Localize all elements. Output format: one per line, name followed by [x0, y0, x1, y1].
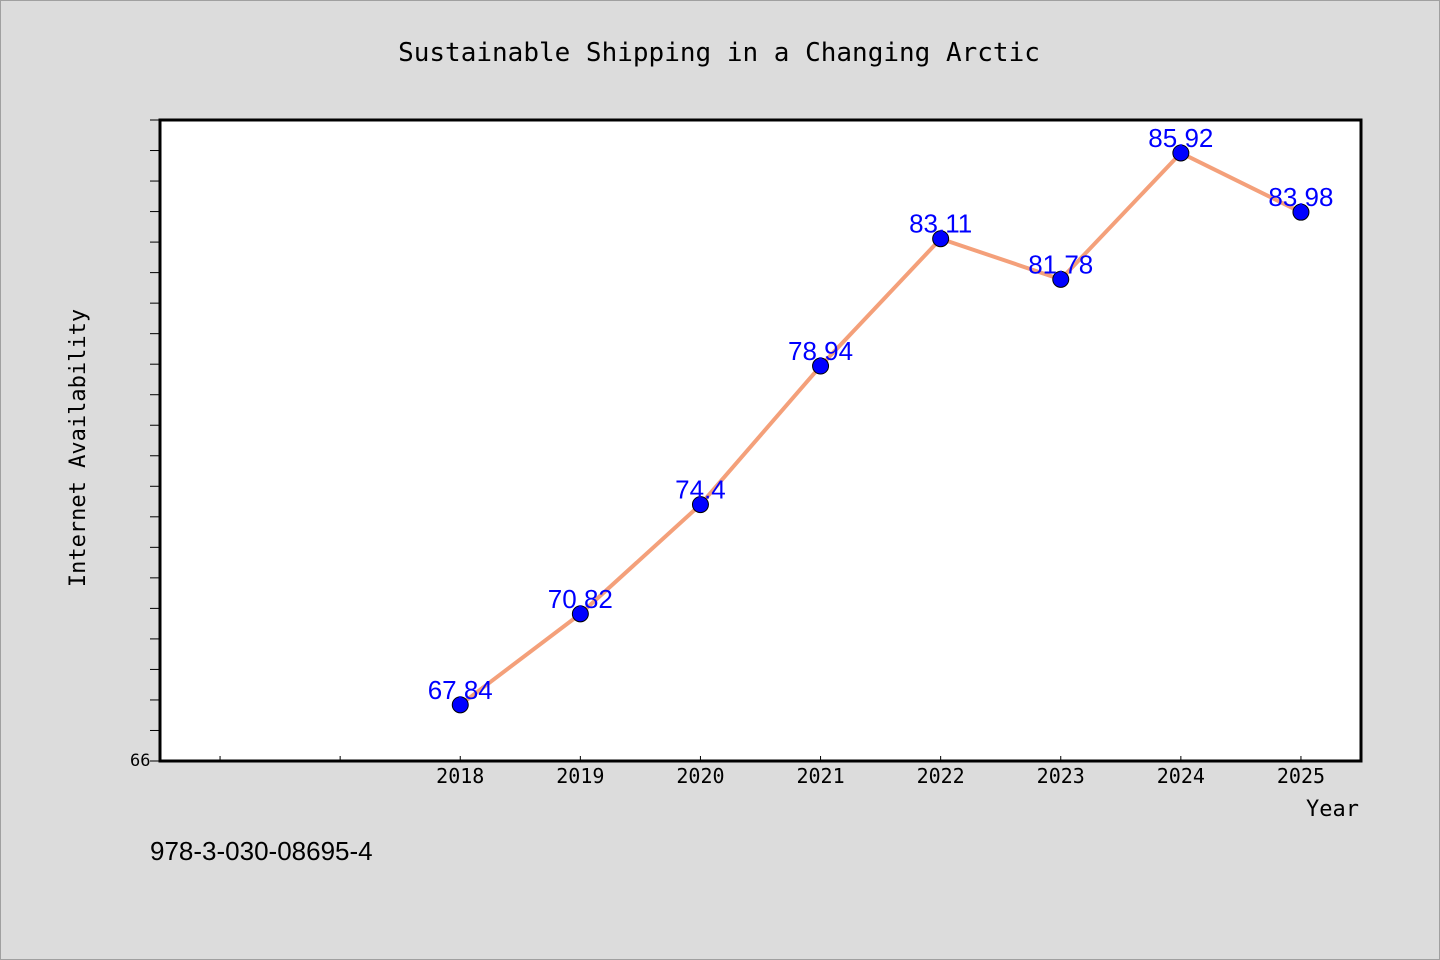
- series-group: 67.84 70.82 74.4 78.94 83.11 81.78 85.92 83.98: [428, 123, 1333, 714]
- data-label: 70.82: [548, 584, 613, 614]
- data-label: 83.98: [1268, 182, 1333, 212]
- data-label: 67.84: [428, 675, 493, 705]
- x-tick-label: 2025: [1277, 764, 1325, 788]
- data-label: 83.11: [909, 209, 972, 239]
- y-axis-ticks: [150, 119, 160, 762]
- data-point: [1172, 144, 1190, 162]
- data-point: [932, 230, 950, 248]
- chart-title: Sustainable Shipping in a Changing Arcti…: [398, 38, 1040, 68]
- footer-code: 978-3-030-08695-4: [150, 836, 373, 866]
- x-tick-label: 2020: [676, 764, 724, 788]
- data-point: [1052, 270, 1070, 288]
- plot-area: [158, 118, 1363, 763]
- series-line: [458, 150, 1303, 707]
- x-tick-label: 2023: [1037, 764, 1085, 788]
- y-axis-label: Internet Availability: [66, 309, 91, 587]
- x-axis-label: Year: [1306, 797, 1359, 822]
- data-point: [451, 696, 469, 714]
- data-point: [812, 357, 830, 375]
- x-tick-label: 2021: [796, 764, 844, 788]
- data-point: [571, 605, 589, 623]
- x-tick-label: 2018: [436, 764, 484, 788]
- x-tick-label: 2022: [917, 764, 965, 788]
- data-label: 85.92: [1148, 123, 1213, 153]
- data-label: 78.94: [788, 336, 853, 366]
- data-point: [691, 496, 709, 514]
- x-axis-ticks: 2018 2019 2020 2021 2022 2023 2024 2025: [219, 756, 1325, 788]
- x-tick-label: 2019: [556, 764, 604, 788]
- data-label: 74.4: [675, 475, 726, 505]
- y-tick-label: 66: [130, 751, 150, 771]
- data-point: [1292, 203, 1310, 221]
- x-tick-label: 2024: [1157, 764, 1205, 788]
- data-label: 81.78: [1028, 249, 1093, 279]
